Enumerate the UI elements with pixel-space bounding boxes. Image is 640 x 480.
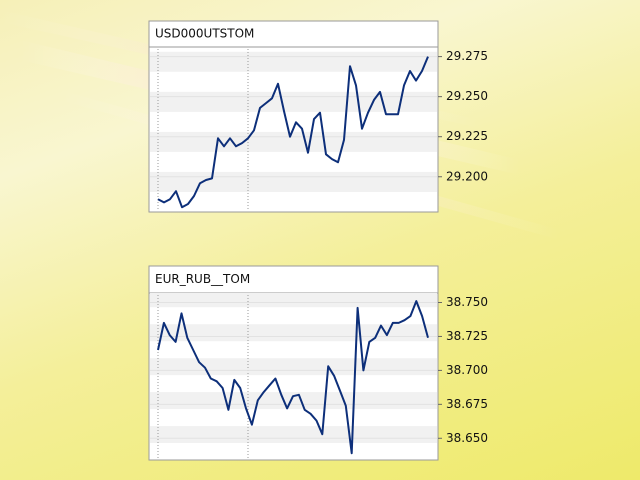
y-tick-label: 38.750 [446, 295, 488, 309]
grid-band [150, 324, 437, 342]
y-tick-label: 29.225 [446, 129, 488, 143]
y-tick-label: 29.275 [446, 49, 488, 63]
data-line [157, 300, 429, 455]
chart-title: USD000UTSTOM [155, 27, 254, 41]
y-tick-label: 38.650 [446, 431, 488, 445]
y-tick-label: 29.200 [446, 169, 488, 183]
data-line [157, 56, 429, 209]
grid-band [150, 51, 437, 72]
y-tick-label: 38.725 [446, 329, 488, 343]
grid-band [150, 426, 437, 444]
grid-band [150, 293, 437, 308]
grid-band [150, 392, 437, 410]
grid-band [150, 91, 437, 112]
chart-title: EUR_RUB__TOM [155, 272, 250, 286]
y-tick-label: 38.700 [446, 363, 488, 377]
grid-band [150, 358, 437, 376]
grid-band [150, 131, 437, 152]
y-tick-label: 38.675 [446, 397, 488, 411]
grid-band [150, 171, 437, 192]
y-tick-label: 29.250 [446, 89, 488, 103]
